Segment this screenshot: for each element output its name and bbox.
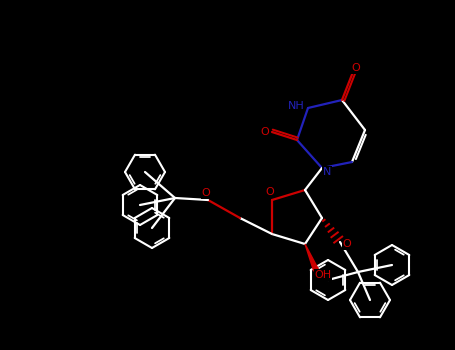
Text: O: O (343, 239, 351, 249)
Text: OH: OH (314, 270, 332, 280)
Text: N: N (323, 167, 331, 177)
Text: O: O (266, 187, 274, 197)
Text: O: O (202, 188, 210, 198)
Text: O: O (261, 127, 269, 137)
Text: O: O (352, 63, 360, 73)
Polygon shape (305, 244, 318, 271)
Text: NH: NH (288, 101, 304, 111)
